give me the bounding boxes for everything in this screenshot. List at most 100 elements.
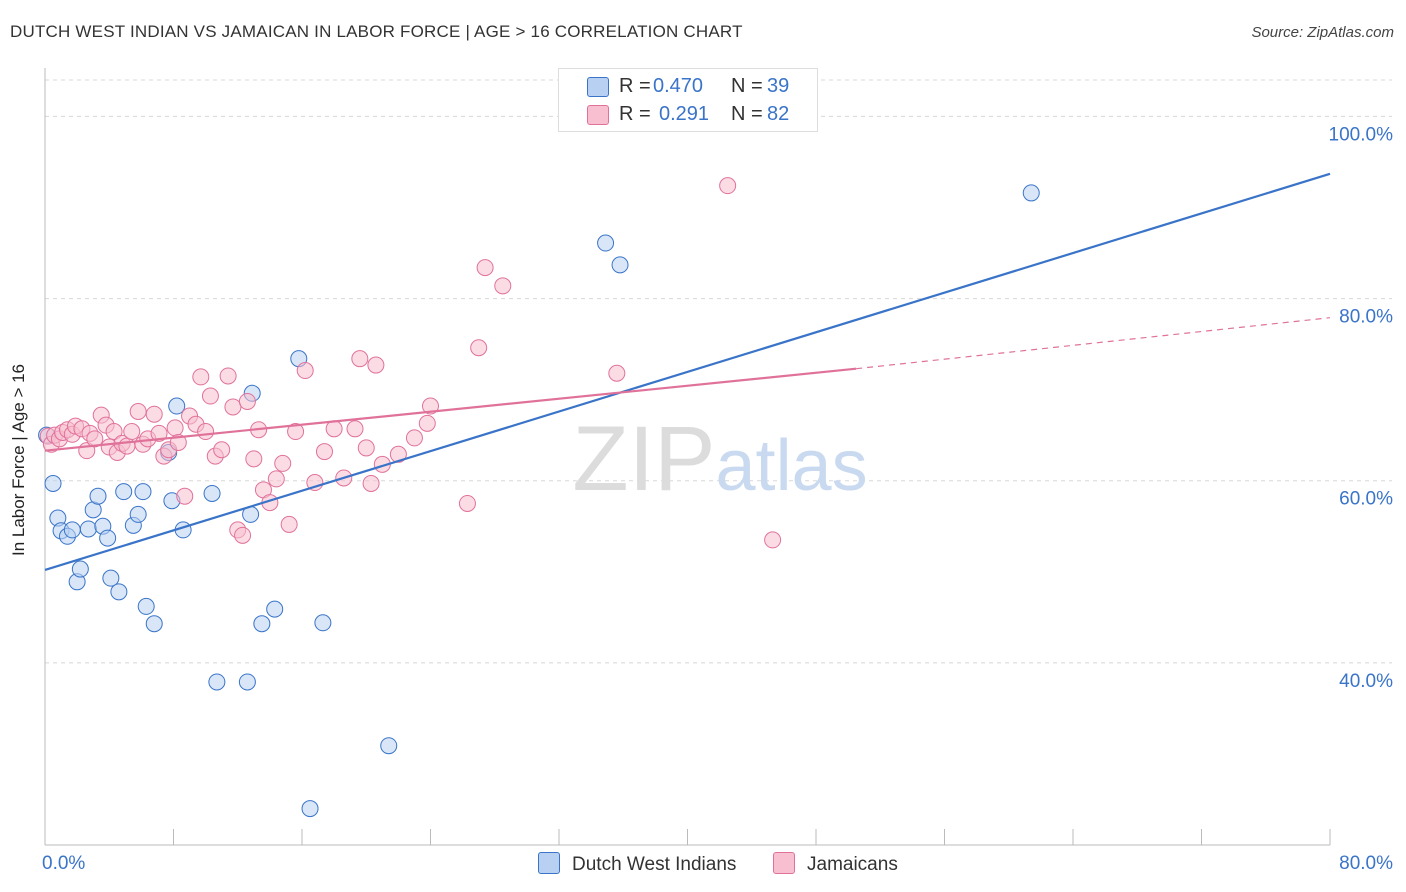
data-point	[389, 445, 407, 463]
y-tick-label: 80.0%	[1339, 307, 1393, 328]
data-point	[325, 420, 343, 438]
data-point	[301, 800, 319, 818]
y-tick-label: 100.0%	[1329, 124, 1394, 145]
data-point	[351, 350, 369, 368]
data-point	[367, 356, 385, 374]
data-point	[764, 531, 782, 549]
y-tick-label: 60.0%	[1339, 489, 1393, 510]
y-tick-label: 40.0%	[1339, 671, 1393, 692]
series-jamaicans-points	[39, 177, 782, 549]
n-label: N =	[731, 103, 763, 125]
r-label: R =	[619, 103, 651, 125]
data-point	[79, 520, 97, 538]
data-point	[608, 364, 626, 382]
data-point	[145, 405, 163, 423]
data-point	[470, 339, 488, 357]
data-point	[166, 419, 184, 437]
data-point	[105, 423, 123, 441]
data-point	[418, 414, 436, 432]
data-point	[110, 583, 128, 601]
r-value: 0.291	[659, 103, 710, 125]
data-point	[476, 259, 494, 277]
data-point	[296, 362, 314, 380]
n-label: N =	[731, 75, 763, 97]
x-tick-label: 0.0%	[42, 853, 85, 874]
data-point	[203, 484, 221, 502]
data-point	[208, 673, 226, 691]
data-point	[245, 450, 263, 468]
legend-item-dutch-west-indians: Dutch West Indians	[538, 852, 736, 876]
watermark: ZIPatlas	[572, 408, 867, 510]
data-point	[224, 398, 242, 416]
data-point	[274, 454, 292, 472]
data-point	[192, 368, 210, 386]
data-point	[129, 505, 147, 523]
trend-line-jamaicans-extension	[856, 317, 1331, 370]
axes	[44, 68, 1331, 846]
n-value: 82	[767, 103, 790, 125]
data-point	[89, 487, 107, 505]
data-point	[123, 423, 141, 441]
r-label: R =	[619, 75, 651, 97]
data-point	[176, 487, 194, 505]
data-point	[63, 521, 81, 539]
data-point	[346, 420, 364, 438]
stats-row-jamaicans: R = 0.291 N = 82	[559, 103, 817, 131]
data-point	[458, 494, 476, 512]
data-point	[44, 474, 62, 492]
data-point	[287, 423, 305, 441]
data-point	[118, 437, 136, 455]
data-point	[86, 430, 104, 448]
chart-title: DUTCH WEST INDIAN VS JAMAICAN IN LABOR F…	[10, 22, 743, 41]
tick-labels: 40.0% 60.0% 80.0% 100.0% 0.0% 80.0%	[42, 124, 1393, 874]
stats-swatch-blue	[587, 77, 609, 97]
data-point	[145, 615, 163, 633]
data-point	[253, 615, 271, 633]
source-credit: Source: ZipAtlas.com	[1251, 24, 1394, 41]
data-point	[168, 397, 186, 415]
data-point	[315, 443, 333, 461]
data-point	[380, 737, 398, 755]
data-point	[102, 569, 120, 587]
legend-swatch-pink	[773, 852, 795, 874]
trend-lines	[44, 172, 1331, 572]
data-point	[597, 234, 615, 252]
data-point	[1022, 184, 1040, 202]
data-point	[611, 256, 629, 274]
data-point	[197, 423, 215, 441]
data-point	[234, 526, 252, 544]
legend-item-jamaicans: Jamaicans	[773, 852, 898, 876]
x-tick-label: 80.0%	[1339, 853, 1393, 874]
data-point	[494, 277, 512, 295]
legend-swatch-blue	[538, 852, 560, 874]
legend-label: Dutch West Indians	[572, 854, 737, 875]
r-value: 0.470	[653, 75, 704, 97]
legend-label: Jamaicans	[807, 854, 898, 875]
data-point	[405, 429, 423, 447]
n-value: 39	[767, 75, 790, 97]
stats-box: R = 0.470 N = 39 R = 0.291 N = 82	[558, 68, 818, 132]
data-point	[201, 387, 219, 405]
grid-lines	[45, 79, 1392, 664]
data-point	[280, 515, 298, 533]
data-point	[238, 673, 256, 691]
data-point	[267, 470, 285, 488]
data-point	[719, 177, 737, 195]
data-point	[362, 474, 380, 492]
data-point	[266, 600, 284, 618]
data-point	[357, 439, 375, 457]
data-point	[422, 397, 439, 415]
data-point	[219, 367, 237, 385]
data-point	[238, 392, 256, 410]
data-point	[129, 403, 147, 420]
stats-swatch-pink	[587, 105, 609, 125]
stats-row-dutch-west-indians: R = 0.470 N = 39	[559, 75, 817, 103]
trend-line-dutch-west-indians	[44, 172, 1331, 572]
data-point	[213, 441, 231, 459]
watermark-atlas: atlas	[716, 426, 868, 506]
data-point	[314, 614, 332, 632]
data-point	[71, 560, 89, 578]
data-point	[99, 529, 117, 547]
data-point	[137, 597, 155, 615]
